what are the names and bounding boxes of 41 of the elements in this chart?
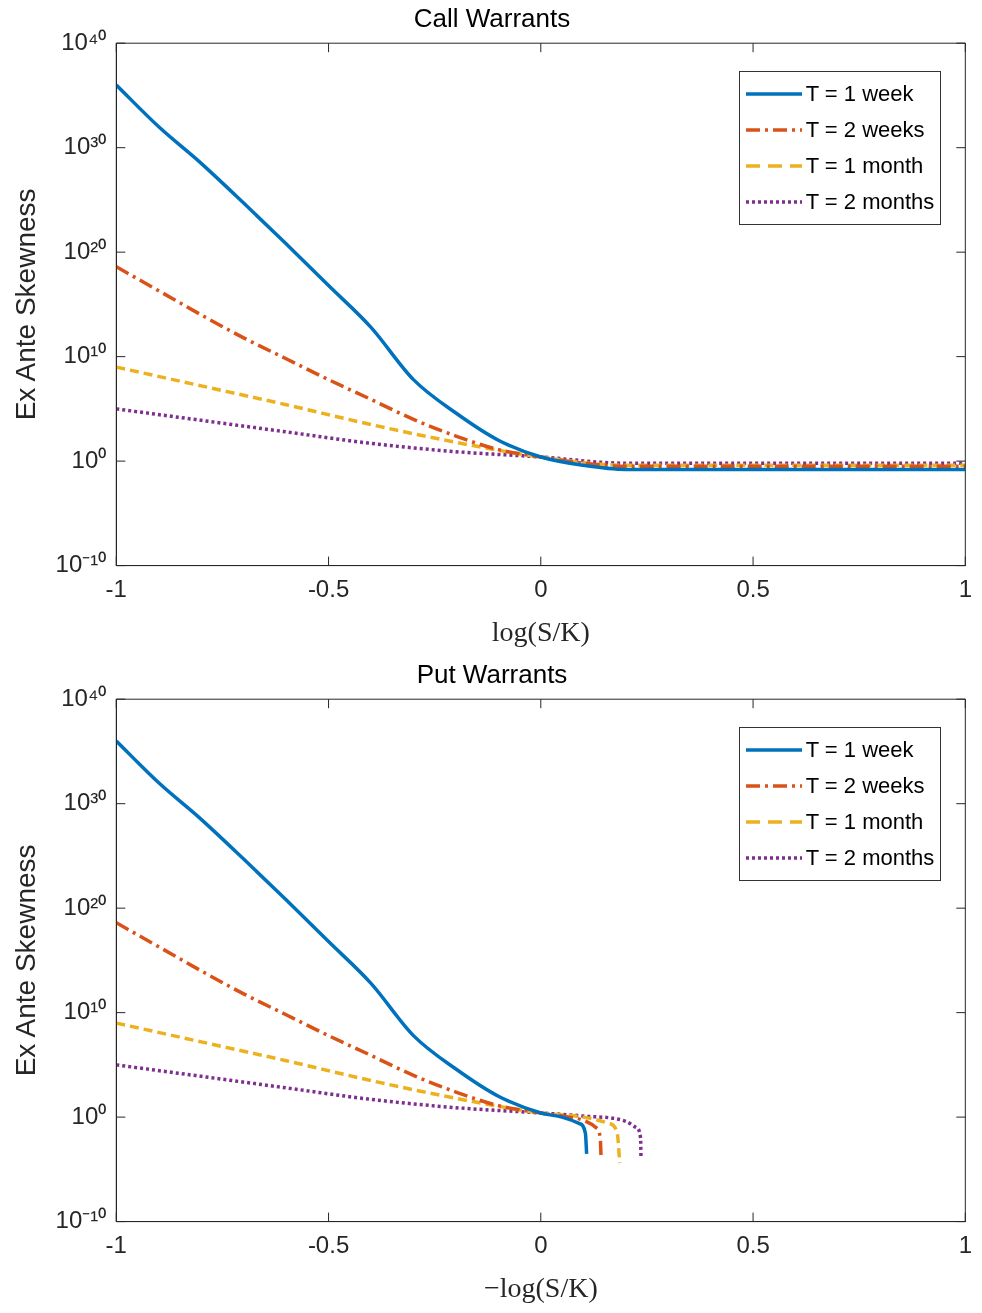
legend-label: T = 2 weeks [805,772,925,801]
y-tick-label: 10⁰ [71,1101,107,1129]
y-tick-label: 10⁻¹⁰ [55,1206,107,1234]
y-tick-label: 10²⁰ [63,892,107,920]
x-tick-label: 0 [534,1230,548,1258]
chart-title: Put Warrants [416,658,568,689]
y-tick-label: 10⁴⁰ [61,683,107,711]
line-series [116,365,966,468]
y-tick-label: 10²⁰ [63,236,107,264]
x-tick-label: 1 [958,574,973,602]
x-tick-label: -1 [105,574,127,602]
line-series [116,739,589,1156]
legend-label: T = 2 months [805,188,935,217]
y-tick-label: 10³⁰ [63,788,107,816]
x-tick-label: 1 [958,1230,973,1258]
line-series [116,265,966,469]
legend-label: T = 1 week [805,736,914,765]
line-series [116,1021,622,1165]
y-tick-label: 10¹⁰ [63,341,107,369]
y-tick-label: 10¹⁰ [63,997,107,1025]
y-tick-label: 10³⁰ [63,132,107,160]
y-tick-label: 10⁰ [71,445,107,473]
chart-title: Call Warrants [413,2,571,33]
x-axis-title: log(S/K) [491,615,590,647]
x-axis-title: −log(S/K) [483,1271,598,1303]
x-tick-label: -1 [105,1230,127,1258]
x-tick-label: 0 [534,574,548,602]
legend-label: T = 2 weeks [805,116,925,145]
legend-label: T = 1 week [805,80,914,109]
legend-label: T = 1 month [805,152,924,181]
y-axis-title: Ex Ante Skewness [9,844,41,1077]
legend-label: T = 1 month [805,808,924,837]
line-series [116,83,966,472]
y-tick-label: 10⁴⁰ [61,27,107,55]
x-tick-label: 0.5 [736,574,770,602]
x-tick-label: -0.5 [307,1230,350,1258]
x-tick-label: 0.5 [736,1230,770,1258]
y-axis-title: Ex Ante Skewness [9,188,41,421]
x-tick-label: -0.5 [307,574,350,602]
legend-label: T = 2 months [805,844,935,873]
y-tick-label: 10⁻¹⁰ [55,550,107,578]
